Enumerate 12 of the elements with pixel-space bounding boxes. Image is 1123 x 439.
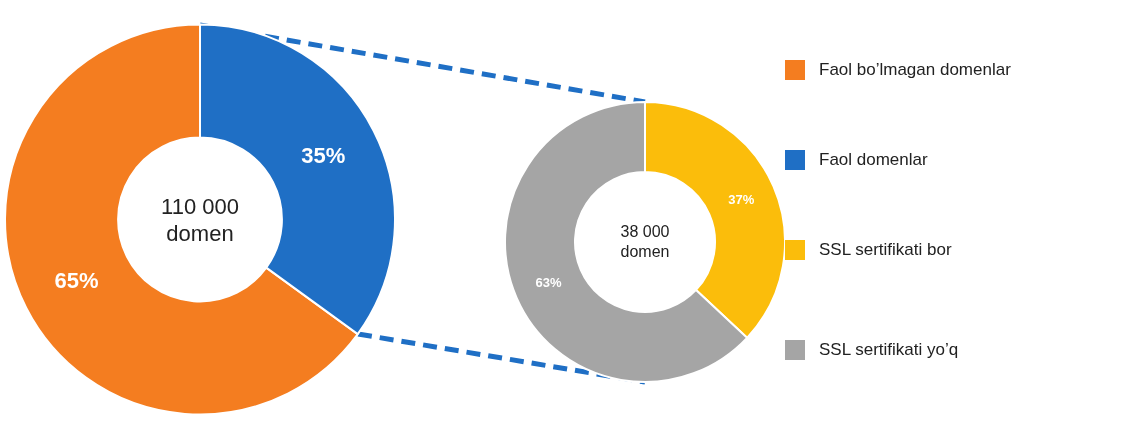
text: 38 000 bbox=[620, 222, 670, 242]
text: domen bbox=[165, 219, 235, 247]
legend-label: Faol bo’lmagan domenlar bbox=[819, 60, 1011, 80]
text: domen bbox=[620, 242, 670, 262]
legend-label: Faol domenlar bbox=[819, 150, 928, 170]
data-label: 63% bbox=[535, 275, 563, 291]
data-label: 35% bbox=[301, 142, 346, 168]
text: 110 000 bbox=[161, 192, 239, 220]
data-label: 37% bbox=[728, 191, 755, 207]
data-label: 65% bbox=[54, 268, 99, 294]
legend-label: SSL sertifikati bor bbox=[819, 240, 952, 260]
legend-label: SSL sertifikati yo’q bbox=[819, 340, 959, 360]
